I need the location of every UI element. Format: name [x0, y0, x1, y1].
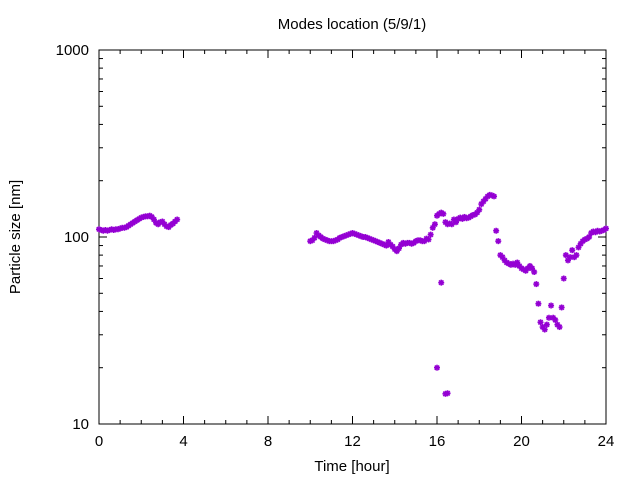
data-point-stroke: [529, 265, 535, 272]
data-point-stroke: [432, 221, 438, 228]
data-point-stroke: [389, 243, 396, 250]
x-tick-label: 12: [344, 433, 361, 450]
data-point-stroke: [541, 326, 548, 333]
data-point-stroke: [535, 300, 542, 307]
data-point: [535, 300, 542, 307]
data-point: [533, 281, 540, 288]
data-point-stroke: [313, 230, 320, 236]
x-tick-label: 0: [95, 433, 103, 450]
data-point-stroke: [539, 324, 546, 330]
data-point: [560, 275, 567, 282]
data-point-stroke: [425, 236, 432, 243]
data-point: [573, 252, 580, 259]
data-point-stroke: [567, 254, 573, 260]
plot-frame: [98, 49, 607, 425]
data-point-stroke: [558, 304, 565, 311]
data-point: [440, 210, 447, 217]
data-point: [311, 234, 318, 241]
data-point-stroke: [603, 225, 609, 232]
data-point: [425, 236, 432, 243]
data-point-stroke: [516, 263, 523, 269]
data-point: [444, 390, 451, 397]
data-point-stroke: [174, 216, 180, 223]
x-tick-label: 16: [429, 433, 446, 450]
data-point-stroke: [385, 239, 392, 245]
y-axis-label: Particle size [nm]: [7, 180, 24, 294]
y-tick-label: 1000: [56, 42, 89, 59]
data-point-stroke: [554, 321, 561, 328]
data-points: [96, 191, 609, 397]
data-point: [427, 231, 434, 238]
data-point-stroke: [491, 193, 497, 200]
data-point-stroke: [438, 279, 444, 286]
data-point-stroke: [573, 252, 580, 258]
y-tick-label: 10: [72, 416, 89, 433]
data-point: [491, 193, 498, 200]
axis-ticks: [98, 49, 607, 425]
data-point: [548, 302, 555, 309]
data-point-stroke: [560, 275, 567, 282]
data-point: [438, 279, 445, 286]
data-point: [543, 321, 550, 328]
data-point: [493, 227, 500, 234]
data-point-stroke: [533, 281, 540, 287]
data-point-stroke: [434, 364, 440, 371]
data-point-stroke: [569, 247, 575, 253]
data-point-stroke: [151, 216, 157, 223]
data-point-stroke: [495, 238, 502, 244]
y-tick-labels: 10 100 1000: [56, 42, 89, 433]
data-point-stroke: [476, 206, 483, 213]
x-tick-label: 4: [179, 433, 187, 450]
x-tick-labels: 0 4 8 12 16 20 24: [95, 433, 615, 450]
data-point-stroke: [493, 227, 499, 234]
data-point-stroke: [552, 317, 559, 323]
data-point-stroke: [499, 254, 506, 260]
data-point: [434, 364, 440, 371]
x-axis-label: Time [hour]: [314, 458, 389, 475]
data-point-stroke: [427, 231, 434, 238]
data-point: [603, 225, 609, 232]
data-point: [174, 216, 181, 223]
data-point-stroke: [544, 321, 550, 328]
data-point: [556, 324, 563, 331]
data-point-stroke: [440, 211, 447, 217]
data-point-stroke: [527, 263, 533, 269]
data-point-stroke: [451, 216, 457, 223]
data-point: [429, 224, 436, 231]
data-point: [541, 326, 548, 333]
data-point-stroke: [563, 252, 569, 258]
data-point: [476, 206, 483, 213]
data-point: [495, 238, 502, 245]
data-point-stroke: [537, 319, 544, 326]
x-tick-label: 24: [598, 433, 615, 450]
data-point: [552, 316, 559, 323]
data-point-stroke: [149, 214, 155, 220]
data-point-stroke: [444, 390, 451, 397]
data-point-stroke: [514, 259, 521, 266]
data-point-stroke: [311, 235, 318, 241]
data-point-stroke: [159, 218, 166, 225]
data-point: [431, 221, 438, 228]
data-point: [569, 247, 576, 254]
data-point-stroke: [548, 302, 554, 309]
data-point-stroke: [546, 314, 552, 321]
data-point: [531, 268, 538, 275]
y-tick-label: 100: [64, 229, 89, 246]
x-tick-label: 8: [264, 433, 272, 450]
data-point: [558, 304, 565, 311]
data-point: [537, 319, 544, 326]
data-point-stroke: [531, 269, 537, 275]
chart-title: Modes location (5/9/1): [278, 16, 426, 33]
x-tick-label: 20: [513, 433, 530, 450]
data-point-stroke: [556, 324, 563, 330]
